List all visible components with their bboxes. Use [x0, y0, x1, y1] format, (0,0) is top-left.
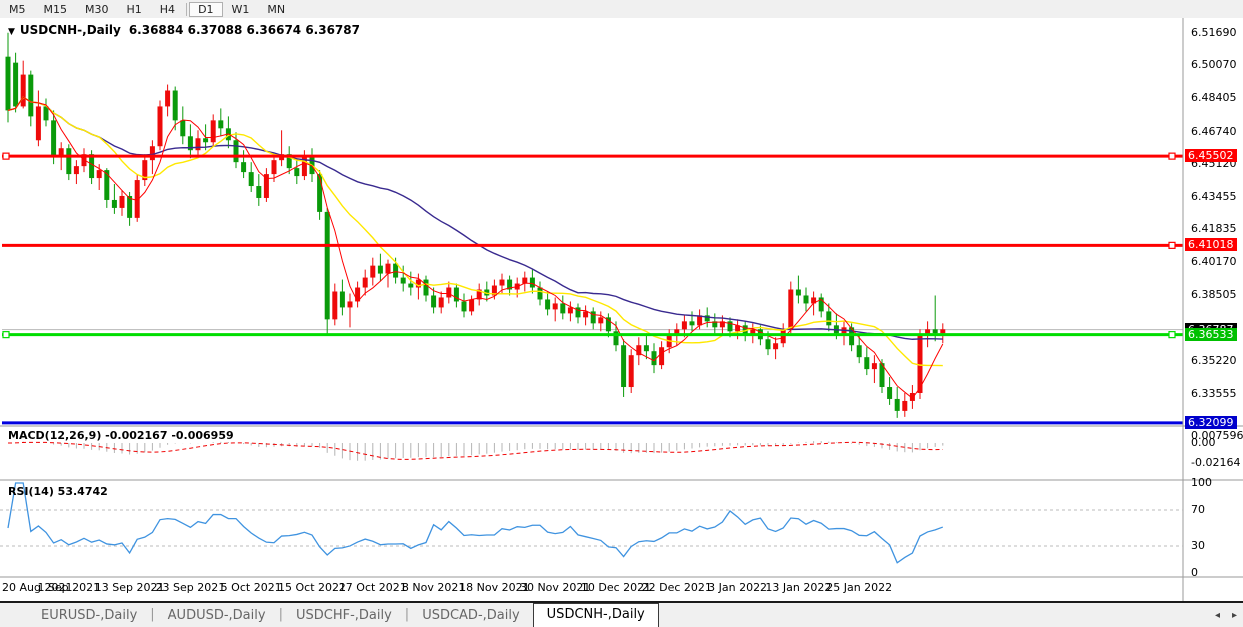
date-label: 10 Dec 2021	[580, 581, 652, 594]
macd-label: MACD(12,26,9) -0.002167 -0.006959	[8, 429, 234, 442]
date-label: 25 Jan 2022	[826, 581, 893, 594]
chart-tab-usdcnh[interactable]: USDCNH-,Daily	[532, 603, 659, 627]
rsi-pane	[0, 482, 1183, 564]
toolbar-separator	[186, 2, 188, 16]
line-handle	[2, 331, 10, 339]
price-tick-label: 6.43455	[1191, 189, 1237, 203]
date-label: 13 Jan 2022	[765, 581, 832, 594]
date-label: 23 Sep 2021	[155, 581, 226, 594]
mid-ma-line	[7, 96, 943, 367]
rsi-axis-label: 70	[1191, 503, 1205, 516]
line-handle	[1168, 152, 1176, 160]
symbol-tabbar: EURUSD-,Daily | AUDUSD-,Daily | USDCHF-,Dail…	[0, 603, 1243, 627]
timeframe-button-h1[interactable]: H1	[126, 2, 142, 16]
date-label: 15 Oct 2021	[277, 581, 347, 594]
price-tick-label: 6.40170	[1191, 255, 1237, 269]
price-tick-label: 6.50070	[1191, 58, 1237, 72]
price-tick-label: 6.41835	[1191, 222, 1237, 236]
price-tick-label: 6.51690	[1191, 26, 1237, 39]
timeframe-button-w1[interactable]: W1	[231, 2, 250, 16]
timeframe-button-m15[interactable]: M15	[43, 2, 68, 16]
date-label: 20 Aug 2021	[2, 581, 73, 594]
macd-axis-label: 0.00	[1191, 436, 1216, 449]
date-label: 18 Nov 2021	[459, 581, 530, 594]
timeframe-button-h4[interactable]: H4	[159, 2, 176, 16]
time-axis[interactable]: 20 Aug 2021 1 Sep 2021 13 Sep 2021 23 Sep 2…	[0, 577, 1183, 601]
chart-ohlc-values: 6.36884 6.37088 6.36674 6.36787	[128, 23, 360, 37]
timeframe-button-mn[interactable]: MN	[267, 2, 286, 16]
price-axis[interactable]: 6.51690 6.50070 6.48405 6.46740 6.45120 6.434…	[1184, 18, 1243, 601]
date-label: 27 Oct 2021	[338, 581, 407, 594]
price-badge: 6.41018	[1185, 238, 1237, 252]
fast-ma-line	[7, 96, 944, 399]
macd-signal-line	[7, 441, 943, 460]
price-tick-label: 6.35220	[1191, 353, 1237, 367]
tab-scroll-left-icon[interactable]: ◂	[1214, 610, 1220, 621]
timeframe-button-d1[interactable]: D1	[189, 1, 223, 17]
timeframe-button-m30[interactable]: M30	[85, 2, 109, 16]
date-label: 3 Jan 2022	[708, 581, 768, 594]
line-handle	[1168, 241, 1176, 249]
tab-scroll-right-icon[interactable]: ▸	[1231, 610, 1237, 621]
price-tick-label: 6.33555	[1191, 386, 1237, 400]
price-badge: 6.32099	[1185, 415, 1237, 429]
chart-tab-eurusd[interactable]: EURUSD-,Daily	[41, 608, 138, 623]
price-tick-label: 6.48405	[1191, 91, 1237, 105]
price-badge: 6.36533	[1185, 327, 1237, 341]
price-tick-label: 6.38505	[1191, 288, 1237, 302]
macd-axis-label: -0.02164	[1191, 456, 1241, 469]
timeframe-toolbar: M5 M15 M30 H1 H4 D1 W1 MN	[0, 0, 1243, 19]
rsi-axis-label: 0	[1191, 566, 1198, 579]
chevron-down-icon[interactable]: ▼	[8, 27, 15, 37]
chart-tab-usdchf[interactable]: USDCHF-,Daily	[295, 608, 392, 623]
date-label: 13 Sep 2021	[94, 581, 165, 594]
line-handle	[2, 152, 10, 160]
date-label: 30 Nov 2021	[519, 581, 591, 594]
rsi-axis-label: 100	[1191, 476, 1212, 489]
tab-separator: |	[404, 607, 410, 622]
chart-canvas[interactable]	[0, 18, 1243, 601]
date-label: 8 Nov 2021	[401, 581, 466, 594]
macd-pane	[7, 441, 944, 461]
timeframe-button-m5[interactable]: M5	[9, 2, 26, 16]
tabbar-top-divider	[0, 601, 1243, 603]
slow-ma-line	[7, 96, 943, 340]
price-tick-label: 6.46740	[1191, 124, 1237, 138]
rsi-axis-label: 30	[1191, 539, 1205, 552]
date-label: 5 Oct 2021	[220, 581, 282, 594]
chart-tab-usdcad[interactable]: USDCAD-,Daily	[422, 608, 520, 623]
chart-tab-audusd[interactable]: AUDUSD-,Daily	[167, 608, 266, 623]
tab-separator: |	[278, 607, 283, 622]
tab-scroll-arrows: ◂ ▸	[1215, 610, 1237, 627]
date-label: 22 Dec 2021	[641, 581, 712, 594]
line-handle	[1168, 331, 1176, 339]
chart-title: ▼ USDCNH-,Daily 6.36884 6.37088 6.36674 6.…	[8, 23, 360, 37]
chart-region: ▼ USDCNH-,Daily 6.36884 6.37088 6.36674 6.…	[0, 18, 1243, 601]
date-label: 1 Sep 2021	[37, 581, 101, 594]
tab-separator: |	[150, 607, 155, 622]
rsi-line	[7, 482, 944, 564]
rsi-label: RSI(14) 53.4742	[8, 485, 108, 498]
macd-axis-label: 0.007596	[1191, 429, 1243, 442]
candles-layer	[5, 32, 946, 418]
price-badge: 6.45502	[1185, 149, 1237, 163]
chart-symbol-label: USDCNH-,Daily	[19, 23, 121, 37]
